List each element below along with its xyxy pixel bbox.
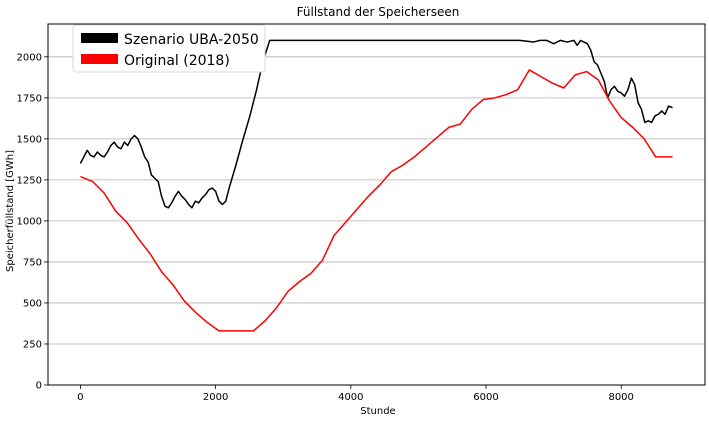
series-line-szenario-uba-2050 xyxy=(79,39,673,209)
x-tick-label-8000: 8000 xyxy=(608,392,633,403)
legend-label-uba-2050: Szenario UBA-2050 xyxy=(124,32,259,48)
x-tick-label-4000: 4000 xyxy=(338,392,363,403)
y-tick-label-0: 0 xyxy=(36,381,42,392)
legend-label-original-2018: Original (2018) xyxy=(124,53,230,69)
y-tick-label-1500: 1500 xyxy=(17,134,42,145)
x-axis-label: Stunde xyxy=(360,406,395,417)
series-lines xyxy=(79,39,673,332)
x-tick-label-6000: 6000 xyxy=(473,392,498,403)
legend-swatch-uba-2050 xyxy=(81,33,118,43)
x-tick-label-0: 0 xyxy=(77,392,83,403)
y-tick-label-1250: 1250 xyxy=(17,175,42,186)
y-axis-ticks: 0 250 500 750 1000 1250 1500 1750 2000 xyxy=(17,52,48,392)
legend-swatch-original-2018 xyxy=(81,54,118,64)
series-line-original-2018 xyxy=(80,69,673,332)
plot-frame xyxy=(47,23,706,386)
y-tick-label-250: 250 xyxy=(23,339,42,350)
y-tick-label-1750: 1750 xyxy=(17,93,42,104)
x-axis-ticks: 0 2000 4000 6000 8000 xyxy=(77,385,634,403)
legend: Szenario UBA-2050 Original (2018) xyxy=(72,24,266,73)
chart-title: Füllstand der Speicherseen xyxy=(297,5,460,19)
y-tick-label-2000: 2000 xyxy=(17,52,42,63)
legend-box xyxy=(72,24,266,73)
y-tick-label-1000: 1000 xyxy=(17,216,42,227)
y-tick-label-500: 500 xyxy=(23,298,42,309)
x-tick-label-2000: 2000 xyxy=(203,392,228,403)
y-tick-label-750: 750 xyxy=(23,257,42,268)
y-axis-label: Speicherfüllstand [GWh] xyxy=(5,150,16,272)
